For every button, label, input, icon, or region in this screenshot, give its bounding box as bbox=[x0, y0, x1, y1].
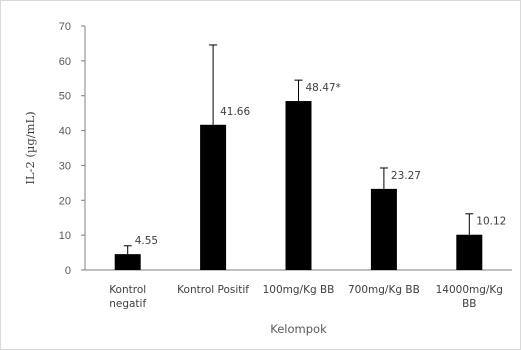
y-tick-label: 70 bbox=[59, 21, 71, 33]
category-label: 14000mg/Kg bbox=[436, 284, 503, 296]
category-label: BB bbox=[462, 298, 476, 310]
data-labels-group: 4.55 41.66 48.47* 23.27 10.12 bbox=[135, 82, 507, 247]
data-label: 48.47* bbox=[306, 82, 341, 94]
y-axis-label: IL-2 (µg/mL) bbox=[23, 111, 37, 184]
bar bbox=[370, 188, 397, 270]
y-tick-label: 60 bbox=[59, 56, 71, 68]
x-axis-label: Kelompok bbox=[270, 322, 327, 336]
y-tick-label: 30 bbox=[59, 160, 71, 172]
error-bars-group bbox=[123, 44, 474, 255]
y-tick-label: 0 bbox=[65, 265, 71, 277]
data-label: 4.55 bbox=[135, 235, 158, 247]
y-tick-label: 50 bbox=[59, 91, 71, 103]
y-axis-ticks: 0 10 20 30 40 50 60 70 bbox=[59, 21, 85, 277]
bar bbox=[200, 124, 227, 270]
bar bbox=[114, 254, 141, 270]
category-label: 700mg/Kg BB bbox=[348, 284, 420, 296]
category-label: Kontrol Positif bbox=[177, 284, 249, 296]
y-tick-label: 20 bbox=[59, 195, 71, 207]
bar bbox=[285, 101, 312, 271]
data-label: 10.12 bbox=[476, 216, 506, 228]
category-label: 100mg/Kg BB bbox=[263, 284, 335, 296]
category-labels-group: Kontrol negatif Kontrol Positif 100mg/Kg BB… bbox=[109, 284, 503, 310]
bar bbox=[456, 234, 483, 270]
y-tick-label: 40 bbox=[59, 126, 71, 138]
data-label: 41.66 bbox=[220, 106, 250, 118]
y-tick-label: 10 bbox=[59, 230, 71, 242]
category-label: negatif bbox=[109, 298, 146, 310]
category-label: Kontrol bbox=[109, 284, 146, 296]
data-label: 23.27 bbox=[391, 170, 421, 182]
bars-group bbox=[114, 101, 483, 271]
